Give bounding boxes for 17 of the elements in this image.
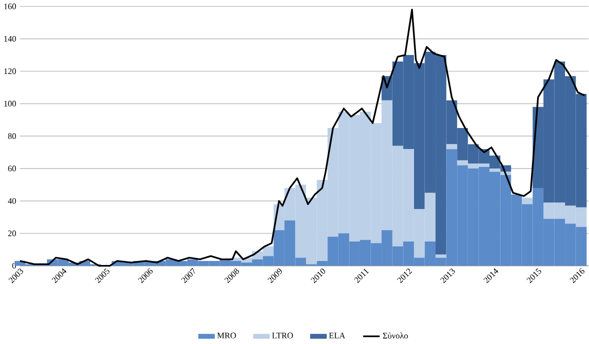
bar (446, 144, 458, 149)
y-tick-label: 60 (8, 166, 16, 172)
y-tick-label: 20 (8, 230, 16, 236)
legend-label: ELA (329, 332, 346, 338)
y-tick-label: 160 (4, 3, 16, 10)
bar (436, 254, 446, 258)
legend-label: Σύνολο (382, 332, 408, 338)
y-tick-label: 120 (4, 68, 16, 74)
bar (489, 168, 500, 172)
legend-label: MRO (217, 332, 236, 338)
bar (522, 198, 533, 204)
line-series (19, 8, 586, 267)
y-tick-label: 40 (8, 198, 16, 204)
legend-label: LTRO (272, 332, 293, 338)
y-tick-label: 140 (4, 36, 16, 42)
y-tick-label: 80 (8, 133, 16, 139)
y-tick-label: 100 (4, 100, 16, 106)
